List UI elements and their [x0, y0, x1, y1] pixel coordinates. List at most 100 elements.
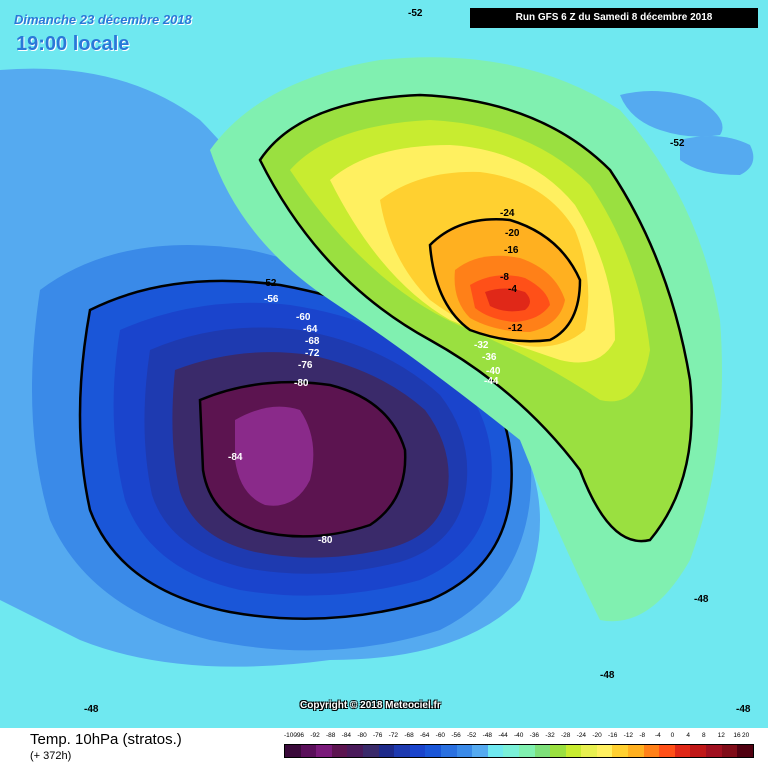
legend-swatch — [596, 745, 613, 757]
map-graphic — [0, 57, 754, 667]
contour-label: -60 — [296, 312, 311, 323]
contour-label: -16 — [504, 245, 519, 256]
legend-swatch — [534, 745, 551, 757]
legend-tick-label: 8 — [702, 732, 706, 739]
legend-swatch — [487, 745, 504, 757]
lead-time-label: (+ 372h) — [30, 750, 72, 762]
legend-ticks: -100 -96 -92 -88 -84 -80 -76 -72 -68 -64 -60 -56 -52… — [284, 732, 754, 742]
contour-label: -32 — [474, 340, 489, 351]
footer-bar: Temp. 10hPa (stratos.) (+ 372h) -100 -96-… — [0, 728, 768, 768]
legend-tick-label: -56 — [451, 732, 461, 739]
legend-tick-label: -68 — [404, 732, 414, 739]
legend-swatch — [456, 745, 473, 757]
contour-label: -84 — [228, 452, 243, 463]
legend-tick-label: -64 — [420, 732, 430, 739]
legend-tick-label: -96 — [294, 732, 305, 739]
contour-label: -64 — [303, 324, 318, 335]
legend-tick-label: -80 — [357, 732, 367, 739]
legend-tick-label: -84 — [341, 732, 352, 739]
contour-label: -24 — [500, 208, 515, 219]
contour-label: -72 — [305, 348, 320, 359]
legend-tick-label: -60 — [435, 732, 446, 739]
legend-tick-label: -44 — [498, 732, 508, 739]
legend-tick-label: -24 — [576, 732, 587, 739]
color-legend: -100 -96 -92 -88 -84 -80 -76 -72 -68 -64 -60 -56 -52… — [284, 732, 754, 764]
contour-label: -36 — [482, 352, 497, 363]
legend-tick-label: -4 — [655, 732, 661, 739]
legend-swatch — [737, 745, 753, 757]
legend-tick-label: -92 — [310, 732, 320, 739]
contour-label: -48 — [736, 704, 751, 715]
contour-label: -52 — [262, 278, 277, 289]
legend-tick-label: -52 — [467, 732, 477, 739]
legend-swatch — [503, 745, 519, 757]
model-run-label: Run GFS 6 Z du Samedi 8 décembre 2018 — [470, 8, 758, 28]
contour-label: -52 — [408, 8, 423, 19]
legend-swatch — [285, 745, 301, 757]
contour-label: -68 — [305, 336, 320, 347]
legend-tick-label: 12 — [717, 732, 725, 739]
copyright-notice: Copyright © 2018 Meteociel.fr — [300, 700, 441, 711]
legend-swatch — [316, 745, 332, 757]
legend-tick-label: -32 — [545, 732, 555, 739]
legend-swatch — [378, 745, 395, 757]
legend-tick-label: 4 — [686, 732, 690, 739]
legend-swatch — [674, 745, 691, 757]
legend-tick-label: -48 — [482, 732, 493, 739]
contour-label: -4 — [508, 284, 517, 295]
legend-swatch — [440, 745, 457, 757]
cold-pool-ne — [620, 91, 723, 137]
legend-tick-label: 16 — [733, 732, 741, 739]
legend-swatch — [425, 745, 441, 757]
contour-label: -56 — [264, 294, 279, 305]
legend-tick-label: 20 — [742, 732, 750, 739]
legend-swatch — [472, 745, 488, 757]
contour-label: -52 — [670, 138, 685, 149]
legend-swatch — [518, 745, 535, 757]
legend-tick-label: -76 — [373, 732, 383, 739]
legend-swatch — [331, 745, 348, 757]
contour-label: -76 — [298, 360, 313, 371]
contour-label: -80 — [318, 535, 333, 546]
legend-tick-label: 0 — [670, 732, 675, 739]
contour-label: -80 — [294, 378, 309, 389]
legend-swatch — [362, 745, 379, 757]
contour-label: -8 — [500, 272, 509, 283]
legend-tick-label: -20 — [592, 732, 602, 739]
legend-swatch — [394, 745, 410, 757]
legend-tick-label: -8 — [639, 732, 646, 739]
legend-swatch — [721, 745, 738, 757]
cold-pool-ne-2 — [680, 136, 754, 175]
legend-swatch — [690, 745, 707, 757]
cold-center — [235, 406, 314, 506]
legend-swatch — [659, 745, 675, 757]
forecast-date: Dimanche 23 décembre 2018 — [14, 12, 192, 27]
legend-tick-label: -28 — [561, 732, 571, 739]
legend-swatch — [565, 745, 582, 757]
legend-swatches — [284, 744, 754, 758]
legend-tick-label: -12 — [623, 732, 634, 739]
legend-swatch — [300, 745, 317, 757]
forecast-time: 19:00 locale — [16, 33, 130, 55]
legend-swatch — [706, 745, 722, 757]
variable-label: Temp. 10hPa (stratos.) — [30, 731, 182, 748]
warm-center — [485, 288, 530, 312]
legend-swatch — [612, 745, 629, 757]
contour-label: -48 — [694, 594, 709, 605]
legend-tick-label: -100 — [284, 732, 298, 739]
legend-swatch — [643, 745, 660, 757]
contour-label: -48 — [84, 704, 99, 715]
legend-tick-label: -72 — [388, 732, 399, 739]
legend-swatch — [550, 745, 566, 757]
legend-tick-label: -36 — [529, 732, 540, 739]
contour-label: -20 — [505, 228, 520, 239]
legend-swatch — [347, 745, 363, 757]
temperature-map: -52 -52 -24 -20 -16 -8 -4 -12 -52 -56 -6… — [0, 0, 768, 728]
contour-label: -44 — [484, 376, 499, 387]
legend-swatch — [581, 745, 597, 757]
contour-label: -48 — [600, 670, 615, 681]
contour-label: -12 — [508, 323, 523, 334]
legend-swatch — [628, 745, 644, 757]
legend-tick-label: -88 — [326, 732, 336, 739]
contour-label: -40 — [486, 366, 501, 377]
